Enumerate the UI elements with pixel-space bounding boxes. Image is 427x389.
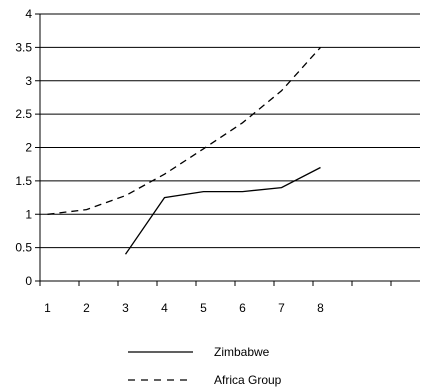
legend-label: Africa Group [214,373,282,387]
y-axis-ticks: 0 0.5 1 1.5 2 2.5 3 3.5 4 [15,7,40,288]
y-tick-label: 0.5 [15,241,32,255]
x-axis-ticks: 1 2 3 4 5 6 7 8 [39,281,392,315]
x-tick-label: 7 [278,301,285,315]
y-tick-label: 1 [25,207,32,221]
y-tick-label: 3.5 [15,40,32,54]
y-tick-label: 0 [25,274,32,288]
y-tick-label: 4 [25,7,32,21]
legend: Zimbabwe Africa Group [128,345,282,387]
series-line-africa-group [47,46,321,215]
x-tick-label: 1 [44,301,51,315]
y-tick-label: 2 [25,141,32,155]
y-tick-label: 2.5 [15,107,32,121]
x-tick-label: 5 [200,301,207,315]
x-tick-label: 8 [317,301,324,315]
x-tick-label: 4 [161,301,168,315]
series-line-zimbabwe [124,166,321,255]
x-tick-label: 3 [122,301,129,315]
legend-label: Zimbabwe [214,345,270,359]
x-tick-label: 6 [239,301,246,315]
gridlines [40,13,420,249]
x-tick-label: 2 [83,301,90,315]
y-tick-label: 3 [25,74,32,88]
y-tick-label: 1.5 [15,174,32,188]
series-lines [47,46,321,255]
